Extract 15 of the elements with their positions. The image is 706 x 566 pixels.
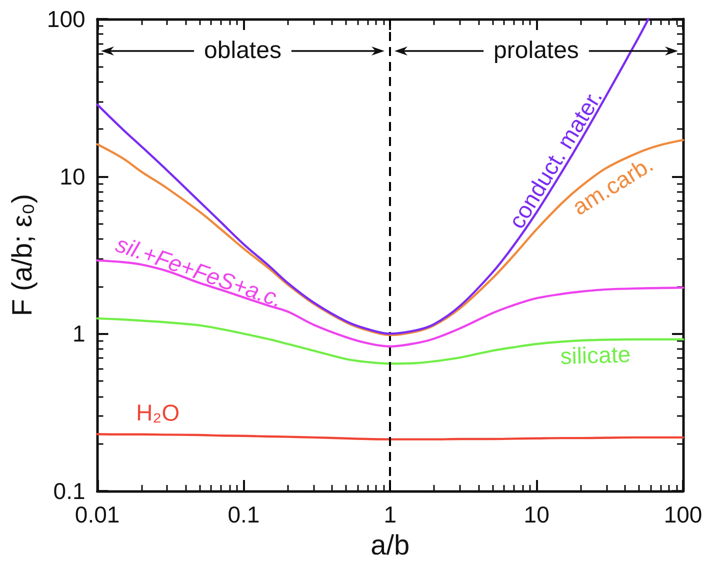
series-label: H₂O <box>136 399 180 426</box>
annotation: prolates <box>494 36 579 64</box>
y-tick-label: 100 <box>46 6 86 32</box>
y-tick-label: 0.1 <box>53 478 86 504</box>
y-tick-label: 1 <box>72 320 86 347</box>
annotation: oblates <box>204 36 282 64</box>
series-label: silicate <box>560 341 631 370</box>
x-axis-title: a/b <box>370 529 410 560</box>
x-tick-label: 0.01 <box>74 502 120 528</box>
x-tick-label: 10 <box>524 502 550 528</box>
x-tick-label: 100 <box>664 502 702 528</box>
y-axis-title: F (a/b; ε₀) <box>6 194 38 316</box>
x-tick-label: 1 <box>384 502 397 528</box>
y-tick-label: 10 <box>60 163 86 190</box>
x-tick-label: 0.1 <box>228 502 260 528</box>
